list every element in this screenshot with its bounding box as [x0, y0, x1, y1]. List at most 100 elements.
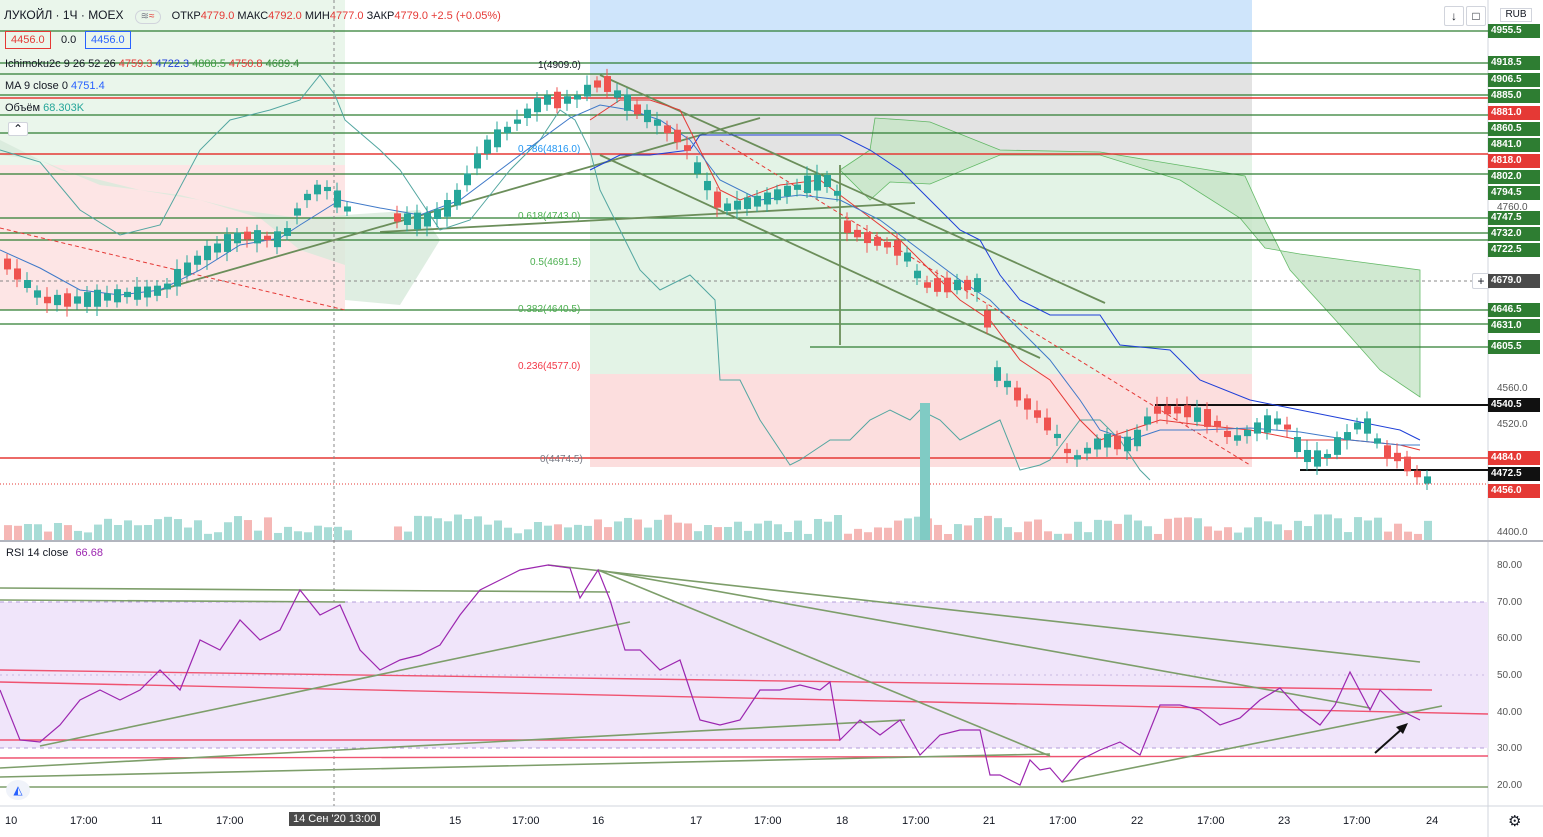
candle-body	[504, 126, 511, 134]
price-axis-tick: 4400.0	[1497, 527, 1528, 538]
candle-body	[1424, 476, 1431, 484]
volume-bar	[74, 530, 82, 540]
volume-bar	[454, 514, 462, 540]
volume-bar	[494, 520, 502, 540]
volume-bar	[1154, 533, 1162, 540]
volume-bar	[1364, 520, 1372, 540]
volume-bar	[1184, 517, 1192, 540]
candle-body	[434, 209, 441, 219]
candle-body	[484, 139, 491, 154]
zone-green-fib	[590, 156, 1252, 374]
candle-body	[1204, 409, 1211, 427]
volume-bar	[1404, 531, 1412, 540]
candle-body	[1404, 456, 1411, 472]
candle-body	[584, 84, 591, 97]
fib-label-05: 0.5(4691.5)	[530, 257, 582, 268]
volume-bar	[1254, 517, 1262, 540]
ichimoku-kijun	[589, 134, 1421, 441]
volume-bar	[214, 532, 222, 540]
volume-bar	[674, 522, 682, 540]
candle-body	[1304, 449, 1311, 463]
spread-value: 0.0	[61, 34, 77, 46]
volume-bar	[164, 516, 172, 540]
time-label: 17:00	[512, 815, 540, 827]
candle-body	[464, 173, 471, 186]
volume-bar	[44, 531, 52, 540]
time-label: 24	[1426, 815, 1439, 827]
volume-bar	[904, 518, 912, 540]
buy-button[interactable]: 4456.0	[85, 31, 131, 49]
price-label: 4484.0	[1488, 451, 1540, 465]
compare-icon[interactable]: ≋≈	[134, 10, 161, 24]
candle-body	[444, 199, 451, 217]
currency-badge[interactable]: RUB	[1500, 8, 1532, 22]
candle-body	[184, 262, 191, 276]
candle-body	[1384, 445, 1391, 459]
collapse-legend-icon[interactable]: ⌃	[8, 122, 28, 136]
candle-body	[734, 200, 741, 210]
candle-body	[1334, 437, 1341, 455]
candle-body	[514, 119, 521, 124]
candle-body	[744, 197, 751, 209]
candle-body	[1074, 455, 1081, 460]
rsi-legend[interactable]: RSI 14 close 66.68	[6, 547, 103, 559]
candle-body	[1274, 418, 1281, 425]
maximize-icon[interactable]: □	[1466, 6, 1486, 26]
price-label: 4885.0	[1488, 89, 1540, 103]
volume-bar	[174, 519, 182, 540]
price-label: 4955.5	[1488, 24, 1540, 38]
candle-body	[904, 252, 911, 262]
volume-bar	[1204, 526, 1212, 540]
candle-body	[1044, 417, 1051, 431]
volume-bar	[874, 527, 882, 540]
volume-bar	[444, 521, 452, 540]
volume-bar	[414, 515, 422, 540]
volume-legend[interactable]: Объём 68.303K	[5, 102, 84, 114]
candle-body	[104, 293, 111, 301]
ichimoku-legend[interactable]: Ichimoku2c 9 26 52 26 4759.3 4722.3 4888…	[5, 58, 299, 70]
symbol-title[interactable]: ЛУКОЙЛ · 1Ч · MOEX	[4, 8, 124, 22]
volume-value: 68.303K	[43, 102, 85, 114]
candle-body	[854, 229, 861, 238]
candle-body	[124, 291, 131, 298]
volume-bar	[294, 531, 302, 540]
candle-body	[684, 145, 691, 151]
time-label: 17:00	[216, 815, 244, 827]
time-label: 17:00	[754, 815, 782, 827]
volume-bar	[934, 524, 942, 540]
volume-bar	[1114, 523, 1122, 540]
volume-bar	[1274, 524, 1282, 540]
volume-bar	[664, 514, 672, 540]
tradingview-logo-icon[interactable]: ◭	[6, 780, 30, 800]
volume-bar	[524, 529, 532, 540]
candle-body	[264, 235, 271, 241]
settings-gear-icon[interactable]: ⚙	[1508, 813, 1522, 830]
sell-button[interactable]: 4456.0	[5, 31, 51, 49]
candle-body	[114, 289, 121, 303]
crosshair-price-label: 4679.0	[1488, 274, 1540, 288]
candle-body	[634, 104, 641, 115]
candle-body	[994, 367, 1001, 381]
download-icon[interactable]: ↓	[1444, 6, 1464, 26]
candle-body	[1254, 422, 1261, 434]
volume-bar	[584, 525, 592, 540]
volume-bar	[1194, 518, 1202, 540]
candle-body	[874, 236, 881, 246]
price-label: 4747.5	[1488, 211, 1540, 225]
low-value: 4777.0	[329, 10, 364, 22]
volume-bar	[1414, 533, 1422, 540]
volume-bar	[14, 525, 22, 540]
ma-legend[interactable]: MA 9 close 0 4751.4	[5, 80, 105, 92]
volume-bar	[894, 520, 902, 540]
ichimoku-cloud-left	[0, 140, 440, 305]
candle-body	[1144, 416, 1151, 425]
candle-body	[284, 228, 291, 236]
price-axis-tick: 4760.0	[1497, 202, 1528, 213]
ichimoku-v0: 4759.3	[118, 58, 153, 70]
candle-body	[204, 245, 211, 261]
rsi-axis-tick: 60.00	[1497, 633, 1523, 644]
price-label: 4918.5	[1488, 56, 1540, 70]
candle-body	[574, 95, 581, 100]
